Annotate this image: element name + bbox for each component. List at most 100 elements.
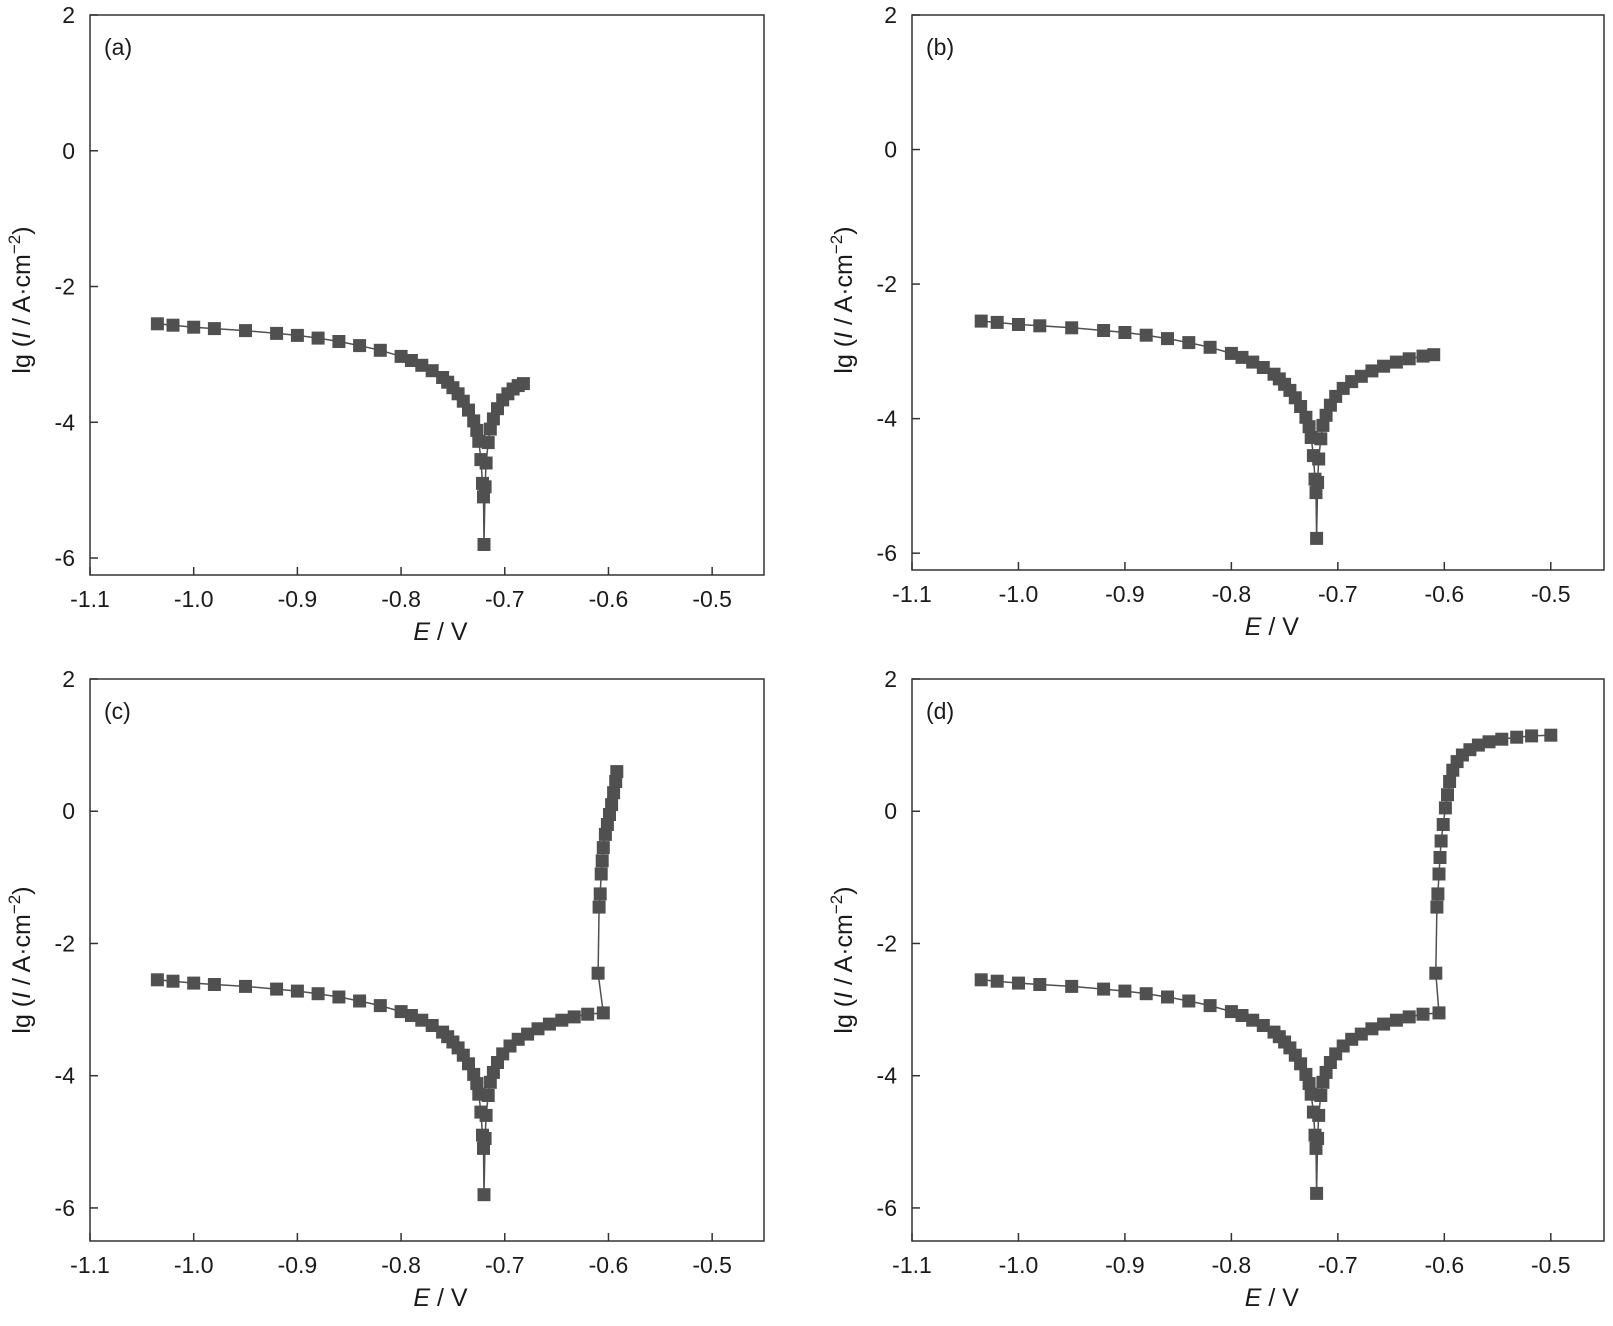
data-point xyxy=(394,1005,408,1019)
data-point xyxy=(1438,801,1452,815)
data-point xyxy=(1224,1005,1238,1019)
data-point xyxy=(1256,1019,1270,1032)
data-point xyxy=(483,1075,497,1089)
data-point xyxy=(603,808,616,821)
data-point xyxy=(462,1057,475,1071)
y-axis-label-rest: / A·cm xyxy=(830,914,858,992)
data-point xyxy=(610,765,624,779)
data-point xyxy=(1097,324,1111,337)
data-point xyxy=(481,436,495,450)
data-point xyxy=(311,331,325,345)
data-point xyxy=(1377,1017,1391,1031)
x-tick-label: -0.5 xyxy=(692,586,732,612)
x-tick-label: -1.1 xyxy=(70,1252,110,1278)
series-line xyxy=(157,323,524,545)
y-tick-label: 0 xyxy=(884,798,897,824)
data-point xyxy=(425,1019,439,1032)
data-point xyxy=(1319,408,1333,422)
y-tick-label: 2 xyxy=(62,2,75,28)
y-tick-label: 2 xyxy=(884,666,897,692)
data-point xyxy=(1365,364,1379,378)
data-point xyxy=(477,538,491,551)
y-axis-label-prefix: lg ( xyxy=(8,338,36,373)
y-axis-label-suffix: ) xyxy=(8,226,36,234)
data-point xyxy=(581,1007,595,1021)
data-point xyxy=(1033,319,1047,333)
data-point xyxy=(555,1013,569,1027)
data-point xyxy=(479,1108,493,1122)
data-point xyxy=(594,867,608,881)
x-axis-label-unit: / V xyxy=(430,618,468,646)
y-axis-label-suffix: ) xyxy=(830,226,858,234)
data-point xyxy=(1139,328,1153,342)
x-axis-label-symbol: E xyxy=(413,1284,430,1312)
x-tick-label: -0.6 xyxy=(1424,1252,1464,1278)
data-point xyxy=(1311,1132,1325,1145)
data-point xyxy=(290,984,304,998)
y-tick-label: 0 xyxy=(62,798,75,824)
data-point xyxy=(1302,1077,1316,1091)
x-tick-label: -1.1 xyxy=(70,586,110,612)
data-point xyxy=(1495,732,1509,746)
data-point xyxy=(187,976,201,990)
data-point xyxy=(150,973,164,987)
data-point xyxy=(1309,1141,1323,1155)
x-tick-label: -0.8 xyxy=(1212,1252,1252,1278)
y-tick-label: -6 xyxy=(877,1195,897,1221)
plot-frame xyxy=(911,14,1605,571)
y-axis-label-suffix: ) xyxy=(830,886,858,894)
x-axis-label: E / V xyxy=(1245,1284,1300,1312)
y-tick-label: -4 xyxy=(877,1063,898,1089)
panel-label-c: (c) xyxy=(104,698,131,724)
data-point xyxy=(311,987,325,1001)
x-tick-label: -1.1 xyxy=(892,581,932,607)
data-point xyxy=(1389,1013,1403,1027)
data-point xyxy=(207,978,221,991)
data-point xyxy=(470,1077,484,1091)
x-tick-label: -0.9 xyxy=(1105,1252,1145,1278)
x-tick-label: -0.5 xyxy=(1531,1252,1571,1278)
y-tick-label: 0 xyxy=(884,137,897,163)
y-axis-label-sup: −2 xyxy=(5,235,24,254)
data-point xyxy=(1294,400,1308,413)
data-point xyxy=(425,364,439,378)
data-point xyxy=(270,982,284,996)
data-point xyxy=(1482,735,1496,749)
y-axis-label: lg (I / A·cm−2) xyxy=(827,226,858,373)
y-axis-label-sup: −2 xyxy=(827,895,846,914)
data-point xyxy=(404,354,418,367)
y-axis-label-italic: I xyxy=(830,332,858,339)
y-tick-label: -6 xyxy=(55,1195,75,1221)
x-tick-label: -0.7 xyxy=(1318,581,1358,607)
x-tick-label: -0.9 xyxy=(1105,581,1145,607)
x-tick-label: -0.8 xyxy=(381,1252,421,1278)
data-point xyxy=(1314,1089,1328,1102)
data-point xyxy=(598,827,612,841)
data-point xyxy=(1377,359,1391,373)
y-axis-label-rest: / A·cm xyxy=(8,914,36,992)
data-point xyxy=(1431,887,1445,901)
data-point xyxy=(166,974,180,988)
y-axis-label-italic: I xyxy=(830,992,858,999)
data-point xyxy=(353,339,367,353)
data-point xyxy=(404,1009,418,1022)
data-point xyxy=(1436,818,1450,831)
y-axis-label-rest: / A·cm xyxy=(8,254,36,332)
data-point xyxy=(207,322,221,336)
chart-panel-a: -1.1 -1.0 -0.9 -0.8 -0.7 -0.6 -0.5 2 0 -2 -4 -6 (a) E… xyxy=(5,2,765,646)
x-axis-label-symbol: E xyxy=(1245,1284,1262,1312)
y-axis-label: lg (I / A·cm−2) xyxy=(5,226,36,373)
chart-panel-b: -1.1 -1.0 -0.9 -0.8 -0.7 -0.6 -0.5 2 0 -2 -4 -6 (b) E… xyxy=(827,2,1605,641)
data-point xyxy=(1182,994,1196,1008)
y-axis-label-sup: −2 xyxy=(5,895,24,914)
x-tick-label: -0.5 xyxy=(692,1252,732,1278)
chart-panel-c: -1.1 -1.0 -0.9 -0.8 -0.7 -0.6 -0.5 2 0 -2 -4 -6 (c) E… xyxy=(5,666,765,1312)
data-point xyxy=(595,854,609,868)
data-point xyxy=(1544,728,1558,742)
data-point xyxy=(1182,336,1196,350)
data-point xyxy=(1012,976,1025,990)
x-tick-label: -0.6 xyxy=(589,586,629,612)
data-point xyxy=(1065,979,1079,993)
data-point xyxy=(542,1017,556,1031)
data-point xyxy=(1416,1007,1430,1021)
